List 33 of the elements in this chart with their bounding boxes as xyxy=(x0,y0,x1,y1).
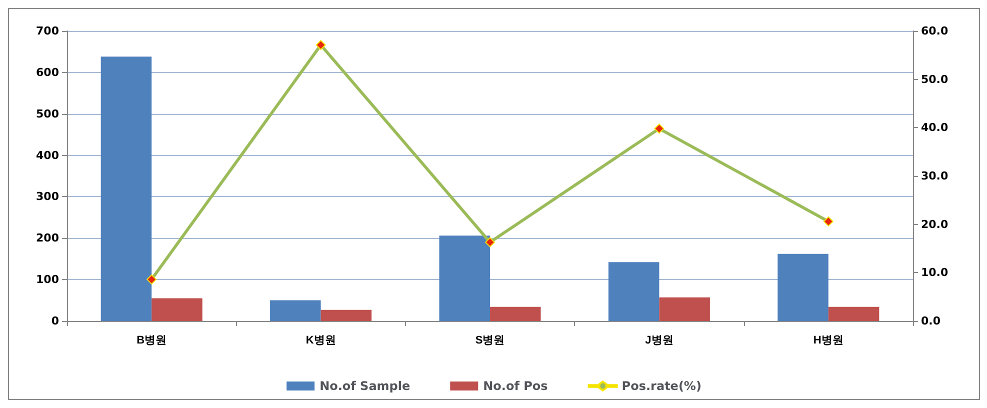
x-tick-label: B병원 xyxy=(136,334,167,346)
y2-tick-label: 50.0 xyxy=(921,72,948,86)
y2-tick-label: 60.0 xyxy=(921,24,948,38)
x-tick-label: H병원 xyxy=(813,334,844,346)
y2-tick-label: 30.0 xyxy=(921,170,948,182)
bar xyxy=(490,306,541,321)
bar xyxy=(270,300,321,321)
y-tick-label: 200 xyxy=(36,232,60,245)
bar xyxy=(659,297,710,321)
bar xyxy=(608,262,660,321)
legend-label: Pos.rate(%) xyxy=(622,379,702,393)
bar xyxy=(828,306,880,321)
y2-tick-label: 0.0 xyxy=(921,314,941,328)
bar xyxy=(100,56,152,321)
y2-tick-label: 20.0 xyxy=(921,218,948,231)
y-tick-label: 600 xyxy=(36,66,60,79)
y-tick-label: 400 xyxy=(36,148,60,162)
legend-label: No.of Sample xyxy=(320,379,410,393)
y2-tick-label: 40.0 xyxy=(921,121,948,134)
bar xyxy=(152,298,202,321)
x-tick-label: K병원 xyxy=(306,334,336,346)
bar xyxy=(778,254,828,321)
x-tick-label: S병원 xyxy=(475,334,505,346)
y-tick-label: 100 xyxy=(36,273,60,286)
x-tick-label: J병원 xyxy=(645,334,674,346)
y-tick-label: 0 xyxy=(51,314,60,328)
y-tick-label: 700 xyxy=(36,24,60,38)
bar xyxy=(320,310,372,321)
y-tick-label: 500 xyxy=(36,107,60,120)
bar xyxy=(439,236,490,321)
y-tick-label: 300 xyxy=(36,190,60,204)
legend-label: No.of Pos xyxy=(483,379,548,393)
y2-tick-label: 10.0 xyxy=(921,266,948,280)
